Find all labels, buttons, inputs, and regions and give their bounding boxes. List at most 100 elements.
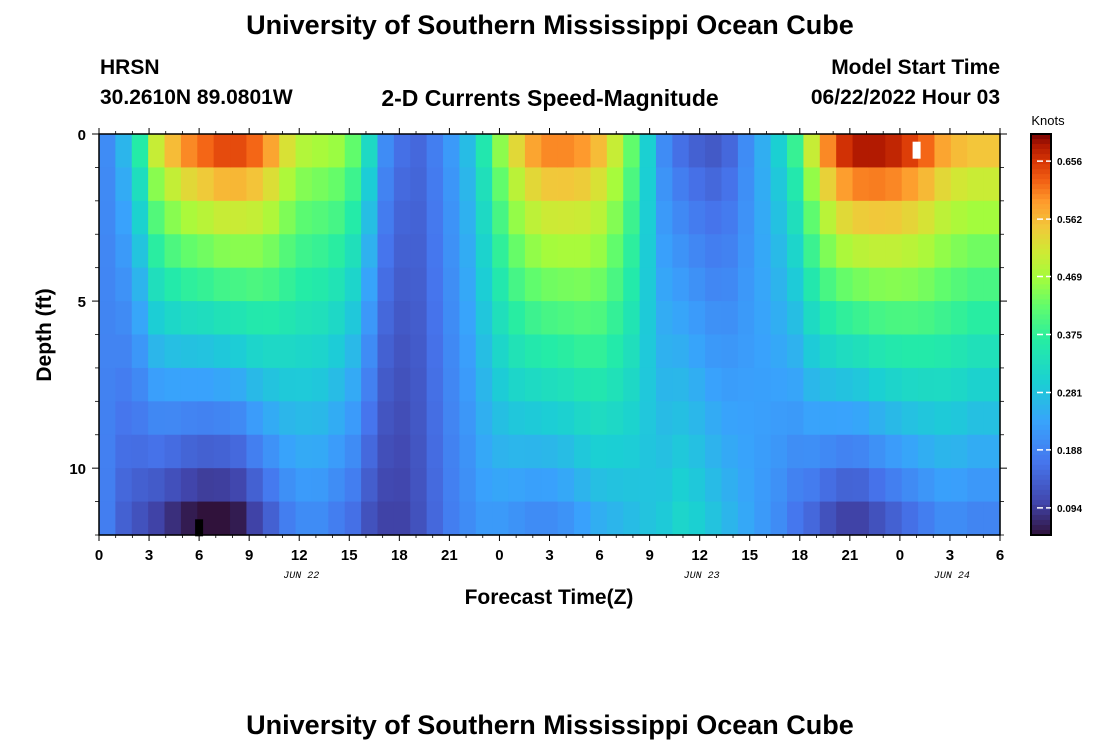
heatmap-cell: [934, 334, 952, 369]
heatmap-cell: [311, 167, 329, 202]
heatmap-cell: [639, 134, 657, 169]
colorbar-segment: [1031, 299, 1051, 305]
heatmap-cell: [950, 301, 968, 336]
heatmap-cell: [541, 434, 559, 469]
heatmap-cell: [672, 468, 690, 503]
heatmap-cell: [361, 167, 379, 202]
heatmap-cell: [770, 134, 788, 169]
heatmap-cell: [344, 200, 362, 235]
colorbar-segment: [1031, 294, 1051, 300]
colorbar-segment: [1031, 529, 1051, 536]
colorbar-segment: [1031, 139, 1051, 145]
heatmap-cell: [279, 267, 297, 302]
colorbar-segment: [1031, 324, 1051, 330]
y-tick-label: 0: [78, 127, 86, 144]
heatmap-cell: [868, 134, 886, 169]
heatmap-cell: [819, 200, 837, 235]
heatmap-cell: [230, 468, 248, 503]
heatmap-cell: [655, 167, 673, 202]
heatmap-cell: [918, 234, 936, 269]
heatmap-cell: [721, 167, 739, 202]
heatmap-cell: [279, 334, 297, 369]
heatmap-cell: [410, 334, 428, 369]
heatmap-cell: [836, 234, 854, 269]
heatmap-cell: [197, 234, 215, 269]
heatmap-cell: [410, 200, 428, 235]
heatmap-cell: [590, 468, 608, 503]
heatmap-cell: [655, 468, 673, 503]
heatmap-cell: [475, 367, 493, 402]
heatmap-cell: [246, 401, 264, 436]
heatmap-cell: [475, 401, 493, 436]
heatmap-cell: [426, 334, 444, 369]
heatmap-cell: [377, 301, 395, 336]
heatmap-cell: [934, 434, 952, 469]
heatmap-cell: [983, 501, 1001, 536]
heatmap-cell: [950, 501, 968, 536]
heatmap-cell: [737, 301, 755, 336]
heatmap-cell: [737, 134, 755, 169]
heatmap-cell: [475, 301, 493, 336]
heatmap-cell: [672, 200, 690, 235]
heatmap-cell: [492, 434, 510, 469]
heatmap-cell: [983, 334, 1001, 369]
heatmap-cell: [164, 301, 182, 336]
heatmap-cell: [295, 167, 313, 202]
heatmap-cell: [197, 267, 215, 302]
heatmap-cell: [311, 434, 329, 469]
heatmap-cell: [885, 501, 903, 536]
heatmap-cell: [950, 267, 968, 302]
heatmap-cell: [754, 134, 772, 169]
colorbar-segment: [1031, 354, 1051, 361]
heatmap-cell: [115, 501, 133, 536]
x-tick-label: 3: [946, 547, 954, 564]
heatmap-cell: [574, 334, 592, 369]
x-tick-label: 6: [195, 547, 203, 564]
heatmap-cell: [311, 134, 329, 169]
heatmap-cell: [295, 367, 313, 402]
colorbar-segment: [1031, 359, 1051, 366]
heatmap-cell: [295, 468, 313, 503]
heatmap-cell: [426, 367, 444, 402]
heatmap-cell: [410, 434, 428, 469]
heatmap-cell: [311, 501, 329, 536]
heatmap-cell: [688, 167, 706, 202]
colorbar-segment: [1031, 204, 1051, 210]
heatmap-cell: [508, 468, 526, 503]
heatmap-cell: [295, 200, 313, 235]
heatmap-cell: [557, 434, 575, 469]
colorbar-segment: [1031, 314, 1051, 320]
heatmap-cell: [361, 401, 379, 436]
heatmap-cell: [328, 234, 346, 269]
heatmap-cell: [623, 134, 641, 169]
heatmap-cell: [344, 234, 362, 269]
heatmap-cell: [279, 301, 297, 336]
heatmap-cell: [901, 468, 919, 503]
heatmap-cell: [213, 434, 231, 469]
heatmap-cell: [737, 167, 755, 202]
heatmap-cell: [262, 301, 280, 336]
heatmap-cell: [852, 334, 870, 369]
heatmap-cell: [262, 267, 280, 302]
heatmap-cell: [164, 200, 182, 235]
heatmap-cell: [311, 367, 329, 402]
heatmap-cell: [262, 367, 280, 402]
heatmap-cell: [443, 367, 460, 402]
heatmap-cell: [590, 501, 608, 536]
heatmap-cell: [721, 468, 739, 503]
heatmap-cell: [410, 501, 428, 536]
heatmap-cell: [918, 434, 936, 469]
x-tick-label: 15: [341, 547, 358, 564]
colorbar-segment: [1031, 439, 1051, 446]
heatmap-cell: [541, 367, 559, 402]
heatmap-cell: [590, 134, 608, 169]
heatmap-cell: [983, 301, 1001, 336]
date-label: JUN 24: [934, 571, 970, 582]
heatmap-cell: [230, 267, 248, 302]
heatmap-cell: [606, 234, 624, 269]
heatmap-cell: [295, 401, 313, 436]
heatmap-cell: [279, 134, 297, 169]
heatmap-cell: [459, 134, 477, 169]
colorbar-segment: [1031, 339, 1051, 346]
